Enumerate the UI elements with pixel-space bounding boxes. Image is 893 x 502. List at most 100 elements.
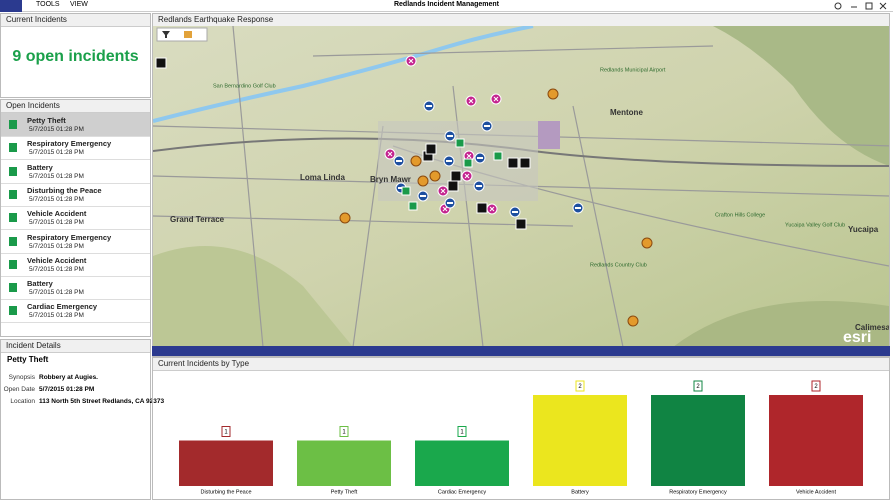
layers-icon[interactable]: [184, 31, 192, 38]
incident-icon: [9, 259, 17, 269]
chart: 1 Disturbing the Peace 1 Petty Theft 1 Cardia…: [179, 380, 863, 495]
marker-glyph: [466, 153, 472, 159]
incident-icon: [9, 143, 17, 153]
value-label: 1: [224, 430, 228, 436]
field-value: 5/7/2015 01:28 PM: [39, 386, 95, 393]
incident-item[interactable]: Petty Theft 5/7/2015 01:28 PM: [1, 113, 150, 137]
chart-panel: Current Incidents by Type 1 Disturbing th…: [152, 357, 890, 500]
map-label: Yucaipa Valley Golf Club: [785, 222, 845, 228]
marker-glyph: [493, 96, 499, 102]
incident-icon: [9, 236, 17, 246]
incident-marker: [507, 157, 519, 169]
field-label: Synopsis: [8, 374, 35, 381]
value-label-box: [693, 380, 703, 392]
incident-name: Disturbing the Peace: [27, 185, 102, 195]
incident-marker: [519, 157, 531, 169]
value-label-box: [457, 426, 467, 437]
incident-marker: [493, 151, 503, 161]
incident-marker: [447, 180, 459, 192]
value-label: 2: [578, 384, 582, 390]
incident-name: Petty Theft: [27, 116, 66, 125]
incident-item[interactable]: Cardiac Emergency 5/7/2015 01:28 PM: [1, 299, 150, 324]
filter-icon[interactable]: [162, 31, 170, 38]
value-label: 2: [696, 384, 700, 390]
incident-marker: [547, 88, 559, 100]
map-label: Yucaipa: [848, 225, 879, 234]
category-label: Cardiac Emergency: [438, 489, 487, 495]
value-label-box: [339, 426, 349, 437]
hills: [673, 301, 889, 347]
marker-glyph: [489, 206, 495, 212]
panel-header: Open Incidents: [1, 100, 150, 113]
incident-marker: [450, 170, 462, 182]
value-label: 2: [814, 384, 818, 390]
maximize-button[interactable]: [865, 2, 873, 10]
map[interactable]: esri Loma Linda Grand Terrace Mentone Yucai…: [153, 26, 889, 347]
incident-item[interactable]: Battery 5/7/2015 01:28 PM: [1, 276, 150, 301]
incident-marker: [515, 218, 527, 230]
incident-item[interactable]: Respiratory Emergency 5/7/2015 01:28 PM: [1, 230, 150, 254]
map-label: Redlands Country Club: [590, 262, 647, 268]
incident-date: 5/7/2015 01:28 PM: [29, 289, 84, 297]
map-status-bar: [152, 346, 890, 356]
window-title: Redlands Incident Management: [393, 1, 500, 8]
incident-date: 5/7/2015 01:28 PM: [29, 242, 84, 250]
marker-glyph: [442, 206, 448, 212]
field-value: 113 North 5th Street Redlands, CA 92373: [39, 398, 165, 405]
current-incidents-panel: Current Incidents 9 open incidents: [0, 13, 151, 98]
panel-header: Current Incidents by Type: [153, 358, 889, 371]
incident-marker: [641, 237, 653, 249]
bar: [415, 440, 509, 486]
map-label: Bryn Mawr: [370, 175, 411, 184]
bar: [533, 395, 627, 486]
incident-marker: [425, 143, 437, 155]
incident-item[interactable]: Vehicle Accident 5/7/2015 01:28 PM: [1, 206, 150, 231]
incident-marker: [408, 201, 418, 211]
map-panel: Redlands Earthquake Response esri Loma L…: [152, 13, 890, 357]
incident-marker: [401, 186, 411, 196]
marker-glyph: [468, 98, 474, 104]
incident-name: Respiratory Emergency: [27, 232, 112, 242]
panel-header: Incident Details: [1, 340, 150, 353]
category-label: Vehicle Accident: [796, 489, 837, 495]
app-button[interactable]: [0, 0, 22, 12]
menu-tools[interactable]: TOOLS: [36, 1, 60, 8]
park: [538, 121, 560, 149]
incident-icon: [9, 166, 17, 176]
incident-name: Battery: [27, 162, 53, 172]
incident-date: 5/7/2015 01:28 PM: [29, 265, 84, 273]
value-label: 1: [460, 430, 464, 436]
menu-view[interactable]: VIEW: [70, 1, 88, 8]
incident-date: 5/7/2015 01:28 PM: [29, 126, 84, 133]
incident-date: 5/7/2015 01:28 PM: [29, 219, 84, 227]
bar: [179, 440, 273, 486]
hills: [153, 246, 353, 347]
map-toolbar[interactable]: [156, 27, 208, 42]
help-button[interactable]: [834, 2, 842, 10]
incident-icon: [9, 306, 17, 316]
incident-marker: [339, 212, 351, 224]
value-label: 1: [342, 430, 346, 436]
incident-item[interactable]: Battery 5/7/2015 01:28 PM: [1, 160, 150, 184]
field-label: Location: [10, 398, 35, 405]
incident-item[interactable]: Disturbing the Peace 5/7/2015 01:28 PM: [1, 183, 150, 207]
incident-marker: [627, 315, 639, 327]
close-button[interactable]: [879, 2, 887, 10]
map-label: Mentone: [610, 108, 643, 117]
marker-glyph: [408, 58, 414, 64]
river: [153, 26, 534, 123]
incident-item[interactable]: Vehicle Accident 5/7/2015 01:28 PM: [1, 253, 150, 277]
incident-date: 5/7/2015 01:28 PM: [29, 312, 84, 320]
bar: [651, 395, 745, 486]
incident-icon: [9, 283, 17, 293]
field-value: Robbery at Augies.: [39, 374, 98, 381]
map-label: Loma Linda: [300, 173, 345, 182]
value-label-box: [575, 380, 585, 392]
incident-name: Battery: [27, 279, 53, 289]
open-count: 9 open incidents: [12, 48, 139, 65]
panel-header: Current Incidents: [1, 14, 150, 27]
incident-marker: [429, 170, 441, 182]
incident-name: Vehicle Accident: [27, 209, 87, 219]
incident-item[interactable]: Respiratory Emergency 5/7/2015 01:28 PM: [1, 136, 150, 161]
